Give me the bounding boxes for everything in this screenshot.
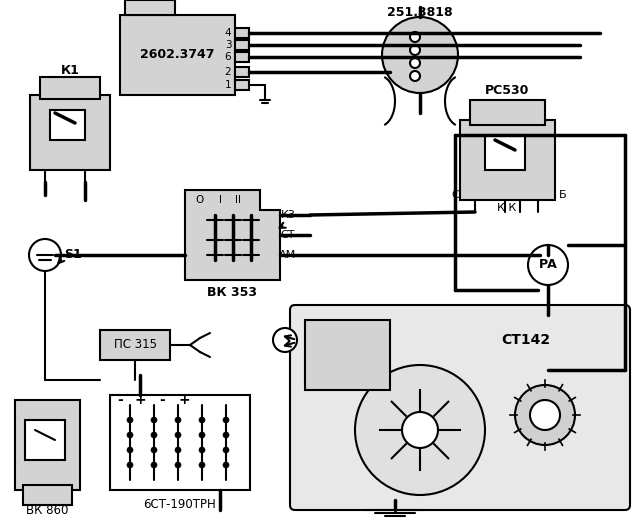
Text: 1: 1 xyxy=(225,80,231,90)
FancyBboxPatch shape xyxy=(25,420,65,460)
FancyBboxPatch shape xyxy=(100,330,170,360)
FancyBboxPatch shape xyxy=(460,120,555,200)
Text: К3: К3 xyxy=(281,210,295,220)
Text: 2: 2 xyxy=(225,67,231,77)
Circle shape xyxy=(273,328,297,352)
Text: -: - xyxy=(117,393,123,407)
Text: II: II xyxy=(235,195,241,205)
Circle shape xyxy=(29,239,61,271)
Text: I: I xyxy=(218,195,222,205)
Circle shape xyxy=(151,417,157,423)
Circle shape xyxy=(175,447,181,453)
Text: РА: РА xyxy=(538,259,558,271)
Text: 3: 3 xyxy=(225,40,231,50)
FancyBboxPatch shape xyxy=(30,95,110,170)
Circle shape xyxy=(223,462,229,468)
Circle shape xyxy=(402,412,438,448)
FancyBboxPatch shape xyxy=(470,100,545,125)
Circle shape xyxy=(223,417,229,423)
Circle shape xyxy=(151,447,157,453)
Circle shape xyxy=(355,365,485,495)
Circle shape xyxy=(175,462,181,468)
FancyBboxPatch shape xyxy=(235,67,249,77)
Circle shape xyxy=(199,462,205,468)
Text: S1: S1 xyxy=(64,249,82,261)
FancyBboxPatch shape xyxy=(50,110,85,140)
Text: PC530: PC530 xyxy=(485,83,529,97)
Text: 251.3818: 251.3818 xyxy=(387,5,453,19)
Circle shape xyxy=(199,447,205,453)
Circle shape xyxy=(175,417,181,423)
Circle shape xyxy=(175,432,181,438)
FancyBboxPatch shape xyxy=(305,320,390,390)
FancyBboxPatch shape xyxy=(235,52,249,62)
FancyBboxPatch shape xyxy=(290,305,630,510)
Text: С: С xyxy=(451,190,459,200)
FancyBboxPatch shape xyxy=(23,485,72,505)
Circle shape xyxy=(410,32,420,42)
Circle shape xyxy=(410,45,420,55)
Circle shape xyxy=(410,71,420,81)
Circle shape xyxy=(528,245,568,285)
Circle shape xyxy=(199,417,205,423)
Text: 2602.3747: 2602.3747 xyxy=(140,48,214,62)
Circle shape xyxy=(223,447,229,453)
Text: О: О xyxy=(196,195,204,205)
Text: -: - xyxy=(159,393,165,407)
Text: ВК 353: ВК 353 xyxy=(207,286,257,298)
Text: АМ: АМ xyxy=(279,250,297,260)
FancyBboxPatch shape xyxy=(15,400,80,490)
FancyBboxPatch shape xyxy=(120,15,235,95)
FancyBboxPatch shape xyxy=(110,395,250,490)
Circle shape xyxy=(151,462,157,468)
FancyBboxPatch shape xyxy=(40,77,100,99)
Text: Б: Б xyxy=(559,190,567,200)
FancyBboxPatch shape xyxy=(235,28,249,38)
Circle shape xyxy=(151,432,157,438)
Text: ПС 315: ПС 315 xyxy=(114,338,156,352)
Circle shape xyxy=(223,432,229,438)
Polygon shape xyxy=(185,190,280,280)
Text: СТ142: СТ142 xyxy=(502,333,551,347)
Text: СТ: СТ xyxy=(281,230,295,240)
Circle shape xyxy=(127,432,133,438)
Circle shape xyxy=(530,400,560,430)
Text: К1: К1 xyxy=(60,64,79,76)
Circle shape xyxy=(382,17,458,93)
FancyBboxPatch shape xyxy=(235,80,249,90)
Circle shape xyxy=(127,447,133,453)
Text: +: + xyxy=(178,393,190,407)
FancyBboxPatch shape xyxy=(125,0,175,15)
Text: 6: 6 xyxy=(225,52,231,62)
FancyBboxPatch shape xyxy=(235,40,249,50)
Text: ВК 860: ВК 860 xyxy=(26,503,68,517)
Circle shape xyxy=(515,385,575,445)
Text: 4: 4 xyxy=(225,28,231,38)
Circle shape xyxy=(127,462,133,468)
Text: 6СТ-190ТРН: 6СТ-190ТРН xyxy=(144,499,217,511)
Circle shape xyxy=(127,417,133,423)
Circle shape xyxy=(410,58,420,68)
Text: +: + xyxy=(134,393,146,407)
FancyBboxPatch shape xyxy=(485,135,525,170)
Circle shape xyxy=(199,432,205,438)
Text: К К: К К xyxy=(497,203,517,213)
